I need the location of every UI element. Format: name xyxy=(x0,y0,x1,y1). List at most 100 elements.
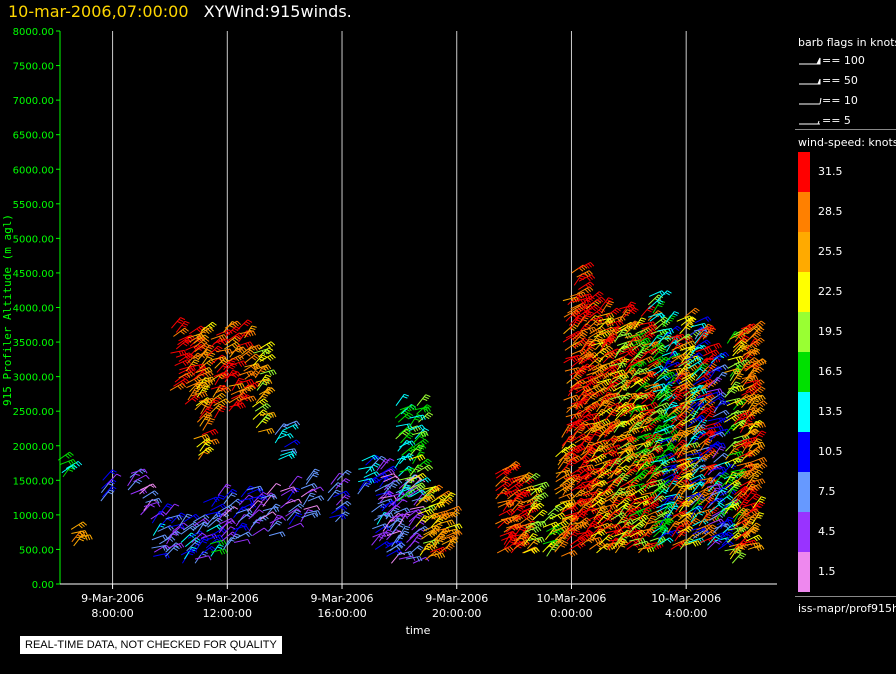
barb-flag xyxy=(438,497,444,502)
barb-flag xyxy=(518,495,524,499)
barb-flag xyxy=(423,396,429,400)
barb-flag xyxy=(419,445,425,450)
barb-flag xyxy=(579,511,584,516)
barb-flag xyxy=(641,317,647,320)
barb-flag xyxy=(598,542,603,547)
barb-flag xyxy=(667,538,672,543)
wind-barb xyxy=(191,532,203,543)
barb-flag xyxy=(406,478,410,483)
barb-flag xyxy=(456,531,461,536)
barb-flag xyxy=(404,486,410,489)
barb-flag xyxy=(428,509,432,515)
barb-flag xyxy=(692,542,697,547)
barb-flag xyxy=(589,338,595,341)
barb-flag xyxy=(451,513,457,518)
barb-flag xyxy=(247,387,252,392)
barb-flag xyxy=(455,506,460,512)
barb-flag xyxy=(674,327,680,332)
barb-flag xyxy=(563,461,569,465)
barb-flag xyxy=(184,341,190,345)
barb-flag xyxy=(107,491,113,495)
barb-flag xyxy=(580,299,584,305)
barb-flag xyxy=(237,404,242,410)
barb-flag xyxy=(447,513,451,519)
barb-flag xyxy=(579,426,585,430)
barb-flag xyxy=(239,383,243,389)
barb-flag xyxy=(425,394,431,398)
barb-flag xyxy=(448,545,453,549)
barb-flag xyxy=(417,456,421,461)
barb-flag xyxy=(504,483,510,488)
barb-flag xyxy=(533,548,538,553)
barb-flag xyxy=(593,508,597,514)
barb-flag xyxy=(676,325,682,330)
barb-flag xyxy=(281,516,287,521)
barb-flag xyxy=(585,521,591,526)
barb-flag xyxy=(204,418,210,421)
barb-flag xyxy=(635,526,641,530)
barb-flag xyxy=(276,506,280,512)
barb-flag xyxy=(236,320,241,326)
barb-flag xyxy=(585,416,590,420)
barb-flag xyxy=(258,509,264,513)
barb-flag xyxy=(188,552,194,556)
barb-flag xyxy=(217,395,222,400)
barb-flag xyxy=(269,378,273,384)
barb-flag xyxy=(454,525,458,530)
barb-flag xyxy=(260,503,266,507)
barb-flag xyxy=(416,546,422,551)
barb-flag xyxy=(453,507,458,513)
barb-flag xyxy=(522,514,527,520)
barb-flag xyxy=(612,483,618,487)
barb-flag xyxy=(529,525,535,529)
barb-flag xyxy=(573,368,577,374)
barb-flag xyxy=(419,451,425,454)
barb-flag xyxy=(539,487,543,493)
barb-flag xyxy=(422,398,428,402)
barb-flag xyxy=(220,540,225,546)
barb-flag xyxy=(109,487,115,492)
barb-flag xyxy=(577,420,581,426)
barb-flag xyxy=(263,398,268,403)
barb-flag xyxy=(536,488,541,494)
barb-flag xyxy=(368,478,373,484)
barb-flag xyxy=(510,531,514,537)
barb-flag xyxy=(586,465,590,471)
wind-barb xyxy=(303,505,318,510)
barb-flag xyxy=(257,497,263,501)
barb-flag xyxy=(207,399,211,405)
barb-flag xyxy=(576,445,581,451)
barb-flag xyxy=(404,393,410,397)
barb-flag xyxy=(434,487,440,492)
barb-flag xyxy=(293,440,299,446)
barb-flag xyxy=(642,456,648,459)
barb-flag xyxy=(573,550,578,555)
barb-flag xyxy=(659,291,664,296)
barb-flag xyxy=(222,503,227,509)
barb-flag xyxy=(276,483,282,487)
barb-flag xyxy=(438,484,444,489)
wind-barb xyxy=(252,527,265,537)
barb-flag xyxy=(454,538,459,543)
barb-flag xyxy=(219,357,223,363)
barb-flag xyxy=(582,399,588,403)
barb-flag xyxy=(567,487,573,490)
barb-flag xyxy=(234,322,239,327)
barb-flag xyxy=(563,540,569,544)
barb-flag xyxy=(162,535,166,541)
barb-flag xyxy=(223,399,228,404)
barb-flag xyxy=(427,406,431,412)
barb-flag xyxy=(212,401,218,405)
barb-flag xyxy=(588,366,592,372)
barb-flag xyxy=(256,345,261,351)
barb-flag xyxy=(191,398,197,402)
barb-flag xyxy=(111,469,117,473)
barb-flag xyxy=(239,377,245,381)
barb-flag xyxy=(192,361,198,365)
barb-flag xyxy=(237,333,242,338)
barb-flag xyxy=(578,436,584,441)
barb-flag xyxy=(568,478,574,483)
barb-flag xyxy=(613,446,618,452)
barb-flag xyxy=(513,462,519,467)
barb-flag xyxy=(171,536,176,541)
